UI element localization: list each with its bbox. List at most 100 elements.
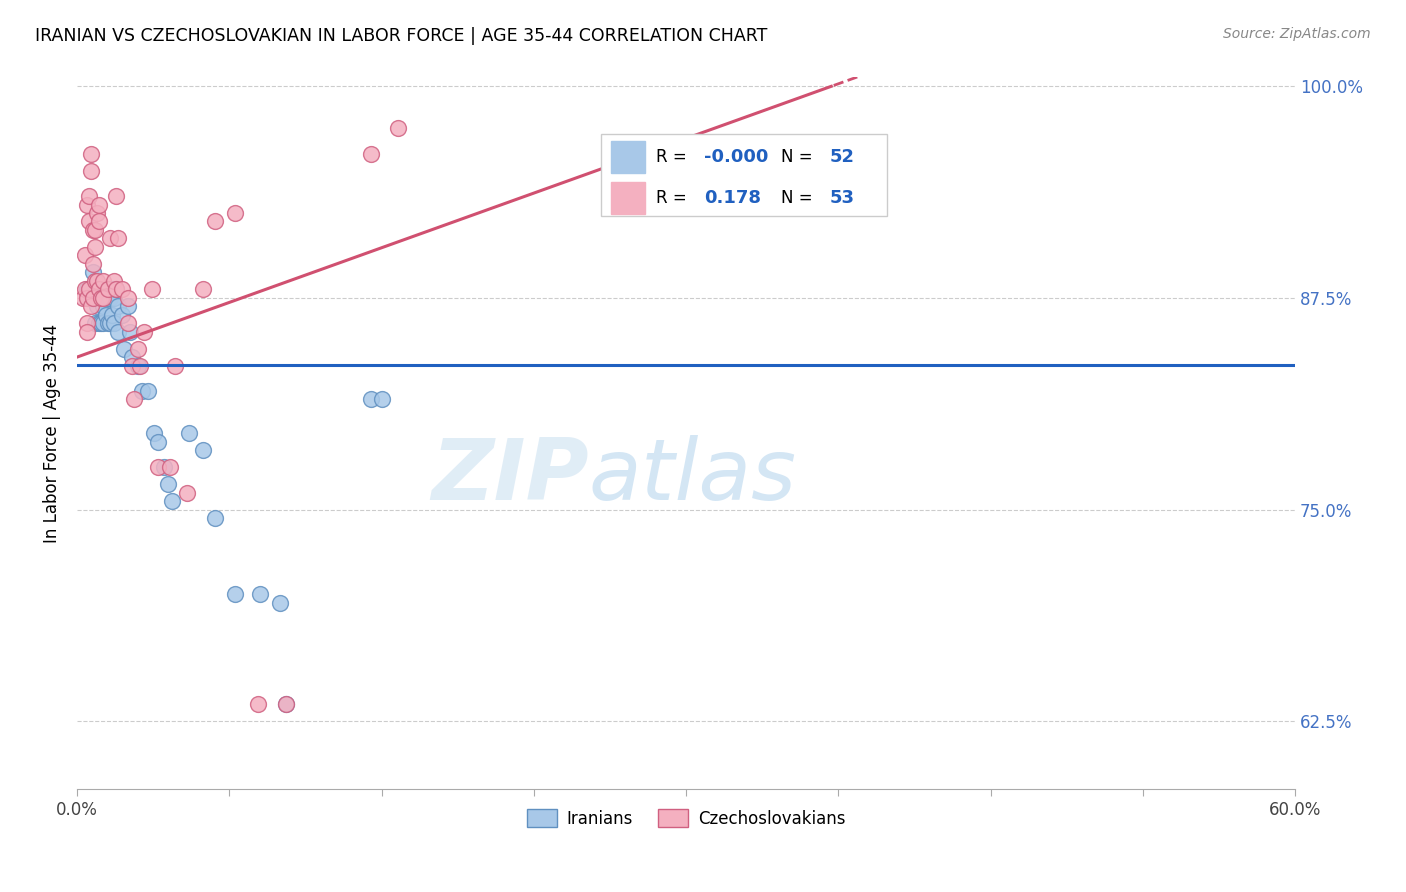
Point: [80, 163, 103, 178]
Point: [127, 342, 149, 356]
Point: [98, 316, 121, 330]
Point: [93, 274, 115, 288]
Point: [77, 282, 100, 296]
Point: [100, 308, 122, 322]
Point: [82, 257, 104, 271]
Point: [86, 274, 108, 288]
Point: [131, 384, 153, 398]
Point: [224, 206, 246, 220]
Point: [80, 146, 103, 161]
Point: [103, 316, 125, 330]
Text: ZIP: ZIP: [432, 434, 589, 517]
Point: [93, 291, 115, 305]
Point: [129, 359, 152, 373]
Point: [89, 197, 111, 211]
Point: [117, 299, 139, 313]
Point: [157, 477, 180, 491]
Point: [96, 291, 118, 305]
Point: [84, 223, 107, 237]
Point: [84, 274, 107, 288]
Text: 53: 53: [830, 189, 855, 207]
Point: [86, 299, 108, 313]
Point: [89, 282, 111, 296]
Point: [93, 299, 115, 313]
Point: [86, 282, 108, 296]
Point: [177, 426, 200, 441]
Point: [141, 282, 163, 296]
Y-axis label: In Labor Force | Age 35-44: In Labor Force | Age 35-44: [44, 324, 60, 543]
Text: R =: R =: [655, 148, 692, 166]
Point: [143, 426, 166, 441]
Point: [82, 223, 104, 237]
Point: [94, 282, 117, 296]
Point: [111, 282, 134, 296]
Text: IRANIAN VS CZECHOSLOVAKIAN IN LABOR FORCE | AGE 35-44 CORRELATION CHART: IRANIAN VS CZECHOSLOVAKIAN IN LABOR FORC…: [35, 27, 768, 45]
Point: [103, 274, 125, 288]
Text: N =: N =: [782, 148, 818, 166]
Point: [80, 291, 103, 305]
Point: [269, 596, 291, 610]
Point: [162, 494, 184, 508]
Point: [76, 197, 98, 211]
Point: [111, 308, 134, 322]
Point: [276, 698, 298, 712]
Point: [76, 316, 98, 330]
Point: [249, 587, 271, 601]
Point: [76, 291, 98, 305]
Point: [159, 460, 181, 475]
Point: [86, 206, 108, 220]
Point: [107, 299, 129, 313]
Point: [82, 291, 104, 305]
Point: [90, 291, 112, 305]
Point: [104, 189, 127, 203]
Point: [84, 316, 107, 330]
Point: [100, 282, 122, 296]
Bar: [610, 182, 644, 214]
Point: [84, 240, 107, 254]
Point: [112, 342, 135, 356]
Point: [370, 392, 392, 407]
Point: [204, 511, 226, 525]
Point: [94, 308, 117, 322]
Point: [117, 291, 139, 305]
Point: [98, 231, 121, 245]
Point: [77, 214, 100, 228]
Text: -0.000: -0.000: [704, 148, 769, 166]
Point: [246, 698, 269, 712]
Point: [77, 189, 100, 203]
Point: [82, 291, 104, 305]
Text: 0.178: 0.178: [704, 189, 761, 207]
Point: [163, 359, 186, 373]
Text: atlas: atlas: [589, 434, 797, 517]
Point: [276, 698, 298, 712]
Point: [132, 325, 155, 339]
Point: [360, 146, 382, 161]
Point: [93, 291, 115, 305]
Point: [75, 248, 97, 262]
Point: [89, 291, 111, 305]
Point: [90, 291, 112, 305]
FancyBboxPatch shape: [600, 135, 887, 216]
Point: [80, 299, 103, 313]
Point: [93, 316, 115, 330]
Point: [103, 291, 125, 305]
Point: [104, 282, 127, 296]
Point: [121, 350, 143, 364]
Point: [118, 325, 141, 339]
Point: [104, 282, 127, 296]
Text: N =: N =: [782, 189, 818, 207]
Point: [117, 316, 139, 330]
Point: [84, 291, 107, 305]
Text: R =: R =: [655, 189, 692, 207]
Point: [136, 384, 159, 398]
Point: [76, 291, 98, 305]
Point: [90, 316, 112, 330]
Point: [224, 587, 246, 601]
Point: [148, 460, 170, 475]
Bar: [610, 141, 644, 173]
Point: [176, 485, 198, 500]
Point: [191, 282, 214, 296]
Point: [89, 316, 111, 330]
Text: 52: 52: [830, 148, 855, 166]
Point: [98, 291, 121, 305]
